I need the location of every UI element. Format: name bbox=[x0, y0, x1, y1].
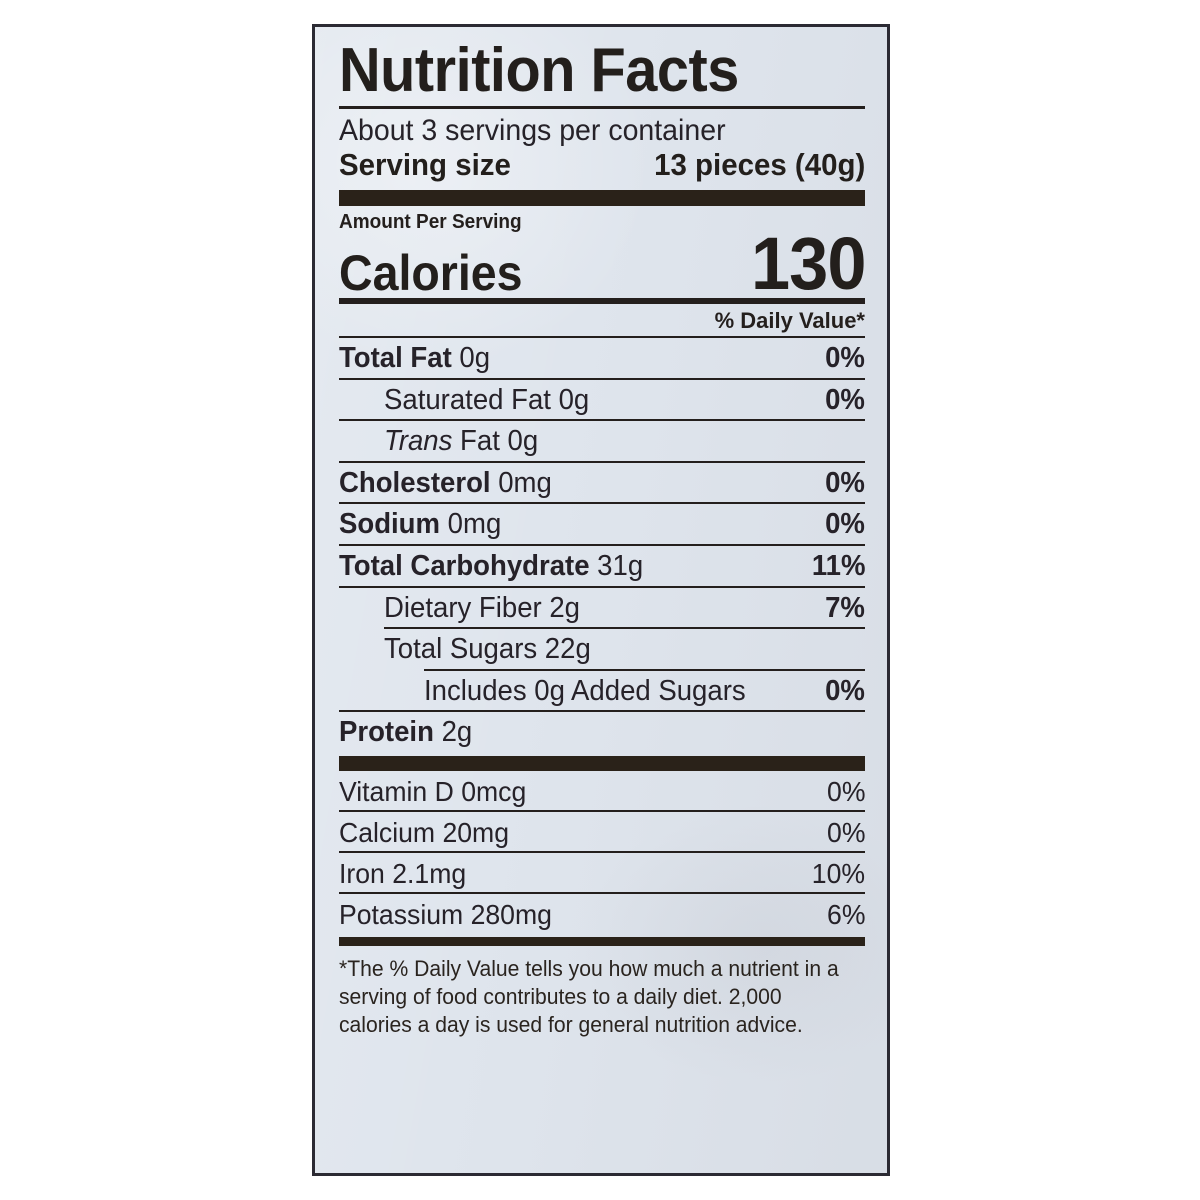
amount-per-serving-label: Amount Per Serving bbox=[339, 211, 522, 234]
calcium-label: Calcium 20mg bbox=[339, 816, 510, 848]
added-sugars-dv: 0% bbox=[825, 674, 865, 707]
daily-value-header: % Daily Value* bbox=[714, 308, 865, 334]
row-divider bbox=[339, 710, 865, 713]
row-divider bbox=[384, 627, 865, 630]
servings-thick-divider bbox=[339, 190, 865, 207]
dietary-fiber-label: Dietary Fiber 2g bbox=[384, 591, 580, 624]
vitamin-d-dv: 0% bbox=[826, 775, 865, 807]
cholesterol-dv: 0% bbox=[825, 466, 865, 499]
serving-size-value: 13 pieces (40g) bbox=[653, 147, 865, 183]
potassium-dv: 6% bbox=[826, 898, 865, 930]
nutrient-row-added-sugars: Includes 0g Added Sugars 0% bbox=[339, 671, 865, 711]
trans-fat-italic-label: Trans bbox=[384, 425, 453, 458]
potassium-label: Potassium 280mg bbox=[339, 898, 552, 930]
protein-label: Protein bbox=[339, 716, 434, 749]
trans-fat-amount: Fat 0g bbox=[452, 425, 539, 458]
title-divider bbox=[339, 105, 865, 109]
page-title: Nutrition Facts bbox=[339, 36, 739, 105]
vitamin-row-iron: Iron 2.1mg 10% bbox=[339, 853, 865, 892]
nutrient-row-saturated-fat: Saturated Fat 0g 0% bbox=[339, 380, 865, 420]
saturated-fat-dv: 0% bbox=[825, 383, 865, 416]
total-fat-dv: 0% bbox=[825, 342, 865, 375]
cholesterol-amount: 0mg bbox=[490, 466, 552, 499]
iron-label: Iron 2.1mg bbox=[339, 857, 467, 889]
row-divider bbox=[339, 850, 865, 853]
nutrient-row-total-fat: Total Fat 0g 0% bbox=[339, 338, 865, 378]
saturated-fat-label: Saturated Fat 0g bbox=[384, 383, 590, 416]
dietary-fiber-dv: 7% bbox=[825, 591, 865, 624]
vitamin-row-calcium: Calcium 20mg 0% bbox=[339, 812, 865, 851]
servings-per-container: About 3 servings per container bbox=[339, 113, 726, 147]
nutrient-row-sodium: Sodium 0mg 0% bbox=[339, 504, 865, 544]
total-sugars-label: Total Sugars 22g bbox=[384, 633, 591, 666]
protein-amount: 2g bbox=[433, 716, 473, 749]
row-divider bbox=[339, 585, 865, 588]
iron-dv: 10% bbox=[811, 857, 865, 889]
row-divider bbox=[339, 543, 865, 546]
vitamin-row-potassium: Potassium 280mg 6% bbox=[339, 894, 865, 933]
calories-row: Calories 130 bbox=[339, 222, 866, 306]
nutrient-row-total-sugars: Total Sugars 22g bbox=[339, 629, 865, 669]
added-sugars-label: Includes 0g Added Sugars bbox=[424, 674, 746, 707]
row-divider bbox=[424, 668, 865, 671]
total-carbohydrate-dv: 11% bbox=[811, 549, 865, 582]
row-divider bbox=[339, 502, 865, 505]
sodium-amount: 0mg bbox=[440, 508, 502, 541]
calcium-dv: 0% bbox=[826, 816, 865, 848]
daily-value-footnote: *The % Daily Value tells you how much a … bbox=[339, 955, 839, 1037]
nutrient-row-dietary-fiber: Dietary Fiber 2g 7% bbox=[339, 588, 865, 628]
vitamin-row-vitamin-d: Vitamin D 0mcg 0% bbox=[339, 771, 865, 810]
calories-value: 130 bbox=[750, 222, 866, 306]
calories-divider bbox=[339, 298, 865, 305]
label-inner: Nutrition Facts About 3 servings per con… bbox=[315, 36, 887, 1039]
row-divider bbox=[339, 460, 865, 463]
row-divider bbox=[339, 377, 865, 380]
row-divider bbox=[339, 891, 865, 894]
daily-value-divider bbox=[339, 336, 865, 339]
nutrient-row-total-carbohydrate: Total Carbohydrate 31g 11% bbox=[339, 546, 865, 586]
nutrient-row-cholesterol: Cholesterol 0mg 0% bbox=[339, 463, 865, 503]
total-fat-amount: 0g bbox=[451, 342, 491, 375]
total-carbohydrate-label: Total Carbohydrate bbox=[339, 549, 590, 582]
protein-thick-divider bbox=[339, 755, 865, 771]
nutrient-row-protein: Protein 2g bbox=[339, 712, 865, 752]
sodium-dv: 0% bbox=[825, 508, 865, 541]
nutrient-row-trans-fat: Trans Fat 0g bbox=[339, 421, 865, 461]
vitamins-thick-divider bbox=[339, 936, 865, 946]
cholesterol-label: Cholesterol bbox=[339, 466, 491, 499]
serving-size-label: Serving size bbox=[339, 147, 511, 183]
row-divider bbox=[339, 419, 865, 422]
row-divider bbox=[339, 809, 865, 812]
sodium-label: Sodium bbox=[339, 508, 441, 541]
total-carbohydrate-amount: 31g bbox=[589, 549, 644, 582]
total-fat-label: Total Fat bbox=[339, 342, 452, 375]
serving-size-row: Serving size 13 pieces (40g) bbox=[339, 148, 865, 182]
vitamin-d-label: Vitamin D 0mcg bbox=[339, 775, 527, 807]
nutrition-facts-label: Nutrition Facts About 3 servings per con… bbox=[312, 24, 890, 1176]
calories-label: Calories bbox=[339, 245, 523, 302]
